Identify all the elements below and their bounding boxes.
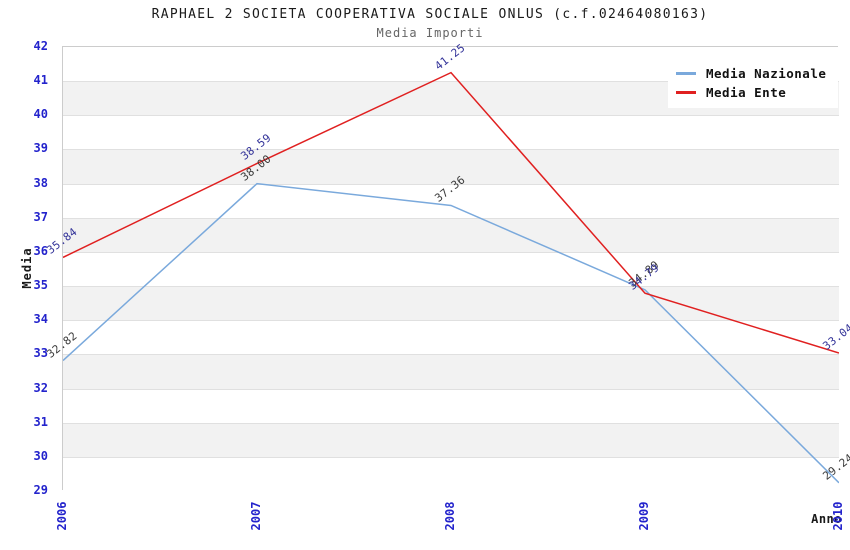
- x-tick-label: 2007: [249, 501, 263, 531]
- x-axis-title: Anno: [811, 512, 842, 526]
- y-tick-label: 42: [33, 39, 48, 53]
- gridline: [63, 388, 839, 390]
- y-tick-label: 40: [33, 107, 48, 122]
- background-band: [63, 354, 839, 389]
- y-tick-label: 32: [33, 380, 48, 395]
- gridline: [63, 422, 839, 424]
- gridline: [63, 251, 839, 253]
- background-band: [63, 422, 839, 457]
- gridline: [63, 320, 839, 322]
- gridline: [63, 217, 839, 219]
- x-tick-label: 2006: [55, 501, 69, 531]
- y-tick-label: 37: [33, 209, 48, 224]
- background-band: [63, 115, 839, 150]
- gridline: [63, 115, 839, 117]
- legend-swatch: [676, 71, 696, 75]
- y-tick-label: 36: [33, 243, 48, 258]
- gridline: [63, 183, 839, 185]
- chart-subtitle: Media Importi: [376, 26, 484, 40]
- gridline: [63, 149, 839, 151]
- background-band: [63, 456, 839, 491]
- line-media-ente: [63, 71, 839, 354]
- background-band: [63, 183, 839, 218]
- legend: Media Nazionale Media Ente: [668, 56, 838, 108]
- x-tick-label: 2009: [637, 501, 651, 531]
- background-band: [63, 388, 839, 423]
- line-media-nazionale: [63, 182, 839, 484]
- y-axis-title: Media: [20, 247, 34, 289]
- y-tick-label: 31: [33, 414, 48, 429]
- y-tick-label: 33: [33, 346, 48, 361]
- background-band: [63, 286, 839, 321]
- background-band: [63, 149, 839, 184]
- chart-title: RAPHAEL 2 SOCIETA COOPERATIVA SOCIALE ON…: [151, 7, 709, 22]
- background-band: [63, 320, 839, 355]
- legend-label: Media Ente: [706, 84, 787, 100]
- legend-item: Media Nazionale: [676, 65, 834, 81]
- x-tick-label: 2010: [831, 501, 845, 531]
- gridline: [63, 456, 839, 458]
- background-band: [63, 251, 839, 287]
- y-tick-label: 29: [33, 483, 48, 497]
- y-tick-label: 30: [33, 448, 48, 463]
- background-band: [63, 217, 839, 252]
- x-tick-label: 2008: [443, 501, 457, 531]
- legend-label: Media Nazionale: [706, 65, 827, 81]
- series-lines: [63, 71, 839, 484]
- y-tick-label: 34: [33, 312, 48, 327]
- legend-swatch: [676, 90, 696, 94]
- y-tick-label: 35: [33, 278, 48, 293]
- y-tick-label: 41: [33, 73, 48, 88]
- y-tick-label: 38: [33, 175, 48, 190]
- gridline: [63, 354, 839, 356]
- plot-area: [62, 46, 839, 491]
- y-tick-label: 39: [33, 141, 48, 156]
- gridline: [63, 286, 839, 288]
- gridline: [63, 81, 839, 83]
- legend-item: Media Ente: [676, 84, 834, 100]
